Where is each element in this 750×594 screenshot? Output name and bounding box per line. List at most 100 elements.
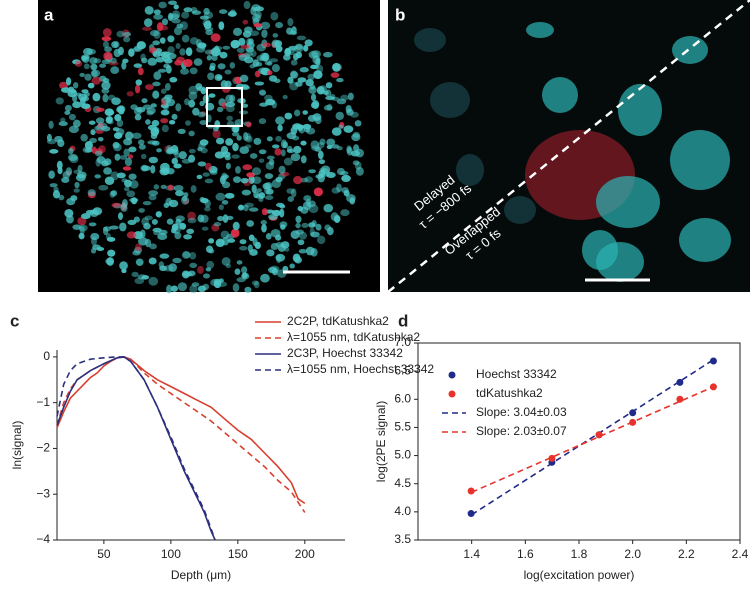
cell <box>202 19 211 28</box>
cell <box>325 82 333 89</box>
cell <box>265 232 272 240</box>
cell <box>277 124 283 132</box>
cell <box>279 204 286 209</box>
cell <box>219 51 228 59</box>
cell <box>275 176 283 183</box>
cell <box>258 196 264 203</box>
cell <box>187 211 196 221</box>
cell <box>295 215 302 224</box>
cell <box>352 160 360 166</box>
cell <box>214 74 223 81</box>
x-axis-label: log(excitation power) <box>524 568 635 582</box>
cell <box>160 167 169 174</box>
cell <box>116 119 124 128</box>
cell <box>160 88 167 94</box>
cell <box>343 125 354 133</box>
cell <box>131 271 139 278</box>
cell <box>199 15 210 20</box>
cell <box>138 144 146 150</box>
cell <box>69 155 79 164</box>
cell <box>173 163 182 169</box>
cell <box>315 223 322 231</box>
cell <box>159 265 167 272</box>
cell <box>68 147 74 155</box>
cell <box>333 63 342 71</box>
cell <box>171 148 179 155</box>
cell <box>79 72 85 77</box>
cell <box>414 28 446 52</box>
x-tick-label: 200 <box>295 547 315 561</box>
cell <box>257 67 268 75</box>
charts: c 50 100 150 200 0 −1 −2 −3 −4 Depth (μm) ln(signal… <box>10 311 749 582</box>
cell <box>74 181 80 189</box>
cell <box>148 194 157 201</box>
point <box>467 487 475 495</box>
cell <box>332 62 341 72</box>
cell <box>220 230 230 239</box>
cell <box>258 89 267 96</box>
cell <box>253 280 260 289</box>
cell <box>70 195 78 202</box>
cell <box>135 79 143 86</box>
cell <box>148 190 159 196</box>
cell <box>153 9 161 15</box>
cell <box>48 170 55 179</box>
cell <box>159 37 166 44</box>
panel-label: d <box>398 311 408 330</box>
data-line <box>56 356 216 541</box>
legend-label: tdKatushka2 <box>476 386 543 400</box>
cell <box>110 66 120 74</box>
panel-label: b <box>395 5 405 24</box>
cell <box>240 177 249 184</box>
cell <box>430 82 470 118</box>
cell <box>297 239 305 246</box>
cell <box>238 110 249 115</box>
cell <box>116 30 125 38</box>
cell <box>203 273 211 279</box>
cell <box>193 58 203 66</box>
cell <box>138 208 145 213</box>
cell <box>110 57 117 64</box>
cell <box>119 222 127 232</box>
cell <box>65 77 72 86</box>
cell <box>297 77 307 83</box>
cell <box>258 149 267 155</box>
cell <box>167 146 174 154</box>
cell <box>153 14 163 20</box>
cell <box>121 198 128 208</box>
cell <box>104 46 112 53</box>
cell <box>60 117 66 123</box>
cell <box>311 100 320 109</box>
cell <box>65 167 73 176</box>
cell <box>238 204 245 210</box>
cell <box>207 72 215 81</box>
cell <box>254 81 265 86</box>
cell <box>294 256 302 264</box>
cell <box>90 129 96 136</box>
cell <box>175 215 185 222</box>
cell <box>210 33 221 42</box>
cell <box>72 101 82 109</box>
y-tick-label: 4.0 <box>394 504 411 518</box>
cell <box>78 232 85 240</box>
cell <box>341 174 351 182</box>
cell <box>326 138 336 147</box>
cell <box>148 257 157 265</box>
cell <box>323 203 334 213</box>
cell <box>251 184 257 194</box>
cell <box>104 176 115 185</box>
cell <box>105 258 113 265</box>
cell <box>243 0 251 10</box>
cell <box>128 173 137 180</box>
y-axis-label: ln(signal) <box>10 421 24 470</box>
cell <box>160 184 167 190</box>
cell <box>166 167 175 175</box>
cell <box>93 58 102 64</box>
cell <box>313 187 323 197</box>
cell <box>72 119 81 128</box>
cell <box>310 64 318 70</box>
cell <box>265 188 274 195</box>
cell <box>261 223 267 233</box>
cell <box>300 140 307 146</box>
cell <box>188 99 196 108</box>
